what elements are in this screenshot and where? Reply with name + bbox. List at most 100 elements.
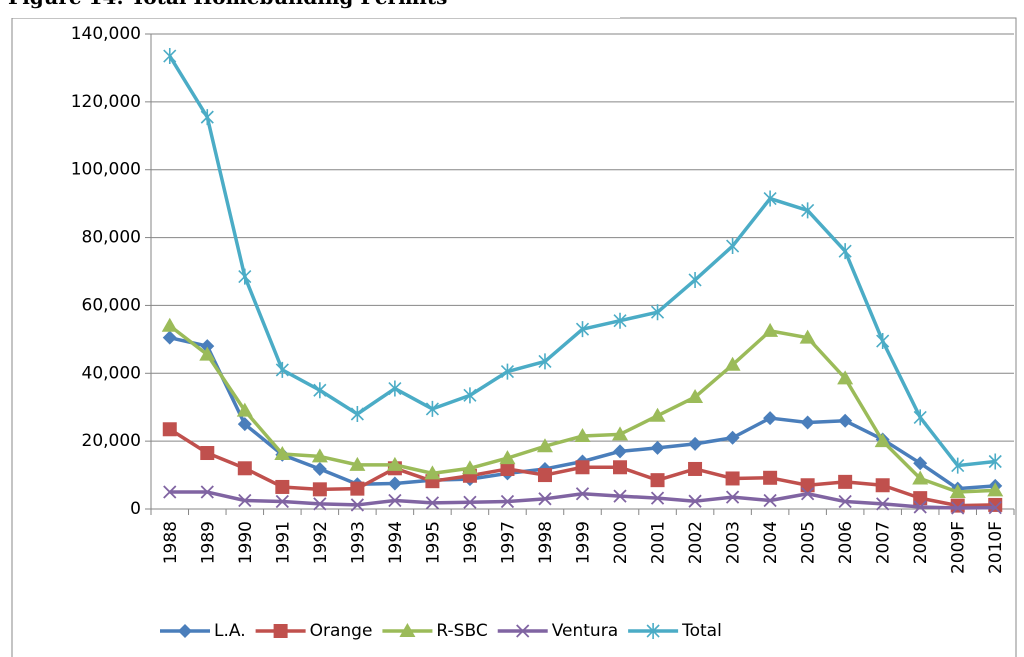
marker — [163, 48, 177, 65]
marker — [838, 494, 852, 509]
marker — [350, 481, 365, 496]
marker — [399, 623, 416, 637]
marker — [725, 471, 740, 486]
marker — [313, 382, 327, 399]
marker — [350, 406, 364, 422]
marker — [988, 501, 1002, 515]
marker — [726, 238, 740, 255]
legend-item: Orange — [255, 621, 372, 641]
marker — [800, 487, 815, 501]
marker — [987, 482, 1004, 497]
marker — [313, 497, 327, 511]
marker — [349, 456, 366, 471]
marker — [838, 474, 853, 489]
marker — [763, 411, 778, 426]
x-tick-label: 1995 — [423, 521, 443, 564]
marker — [876, 333, 890, 350]
marker — [575, 487, 590, 501]
marker — [312, 461, 327, 476]
marker — [763, 190, 777, 207]
x-tick-label: 1999 — [574, 521, 594, 564]
x-tick-label: 1993 — [348, 521, 368, 564]
marker — [688, 436, 703, 451]
marker — [273, 624, 288, 638]
marker — [688, 271, 702, 288]
marker — [800, 478, 815, 493]
x-tick-label: 2000 — [611, 521, 631, 564]
x-tick-label: 1994 — [386, 521, 406, 564]
legend-label: Ventura — [552, 621, 618, 641]
marker — [200, 446, 215, 461]
marker — [199, 346, 216, 361]
x-tick-label: 1998 — [536, 521, 556, 564]
x-tick-label: 2007 — [874, 521, 894, 564]
marker — [913, 456, 928, 471]
marker — [650, 491, 665, 505]
marker — [575, 321, 590, 338]
marker — [613, 460, 628, 475]
marker — [537, 468, 552, 483]
marker — [837, 370, 854, 385]
x-tick-label: 2010F — [986, 521, 1006, 574]
marker — [574, 428, 591, 443]
marker — [162, 422, 177, 437]
marker — [516, 624, 530, 638]
marker — [763, 493, 777, 508]
y-tick-label: 40,000 — [82, 363, 141, 383]
x-tick-label: 1992 — [311, 521, 331, 564]
marker — [275, 361, 289, 378]
marker — [913, 491, 928, 506]
marker — [613, 444, 628, 459]
legend-label: L.A. — [214, 621, 246, 641]
marker — [424, 465, 441, 480]
x-tick-label: 2008 — [911, 521, 931, 564]
marker — [688, 461, 703, 476]
marker — [725, 490, 740, 504]
marker — [178, 624, 192, 638]
marker — [988, 453, 1002, 470]
marker — [463, 387, 477, 404]
y-tick-label: 20,000 — [82, 431, 141, 451]
x-tick-label: 1988 — [161, 521, 181, 564]
marker — [536, 438, 553, 453]
marker — [162, 330, 177, 345]
marker — [913, 409, 927, 426]
marker — [687, 389, 704, 404]
marker — [386, 456, 403, 471]
marker — [538, 353, 552, 370]
marker — [949, 484, 966, 499]
marker — [763, 470, 778, 485]
marker — [236, 402, 253, 417]
y-tick-label: 80,000 — [82, 228, 141, 248]
marker — [237, 417, 252, 432]
marker — [650, 304, 665, 321]
marker — [425, 496, 440, 510]
marker — [649, 407, 666, 422]
marker — [200, 339, 215, 354]
marker — [200, 485, 214, 499]
x-tick-label: 1997 — [498, 521, 518, 564]
marker — [875, 478, 890, 493]
marker — [275, 479, 290, 494]
marker — [951, 501, 965, 515]
y-tick-label: 60,000 — [82, 295, 141, 315]
marker — [613, 312, 627, 329]
marker — [238, 493, 252, 508]
marker — [163, 485, 177, 499]
x-tick-label: 1991 — [273, 521, 293, 564]
marker — [838, 413, 853, 428]
marker — [311, 448, 328, 463]
x-tick-label: 2005 — [799, 521, 819, 564]
x-tick-label: 1996 — [461, 521, 481, 564]
x-tick-label: 2004 — [761, 521, 781, 564]
x-tick-label: 1990 — [236, 521, 256, 564]
marker — [388, 380, 402, 397]
marker — [951, 457, 965, 474]
marker — [161, 317, 178, 332]
marker — [799, 329, 816, 344]
marker — [274, 446, 291, 461]
marker — [800, 415, 815, 430]
marker — [575, 460, 590, 475]
x-tick-label: 2003 — [724, 521, 744, 564]
